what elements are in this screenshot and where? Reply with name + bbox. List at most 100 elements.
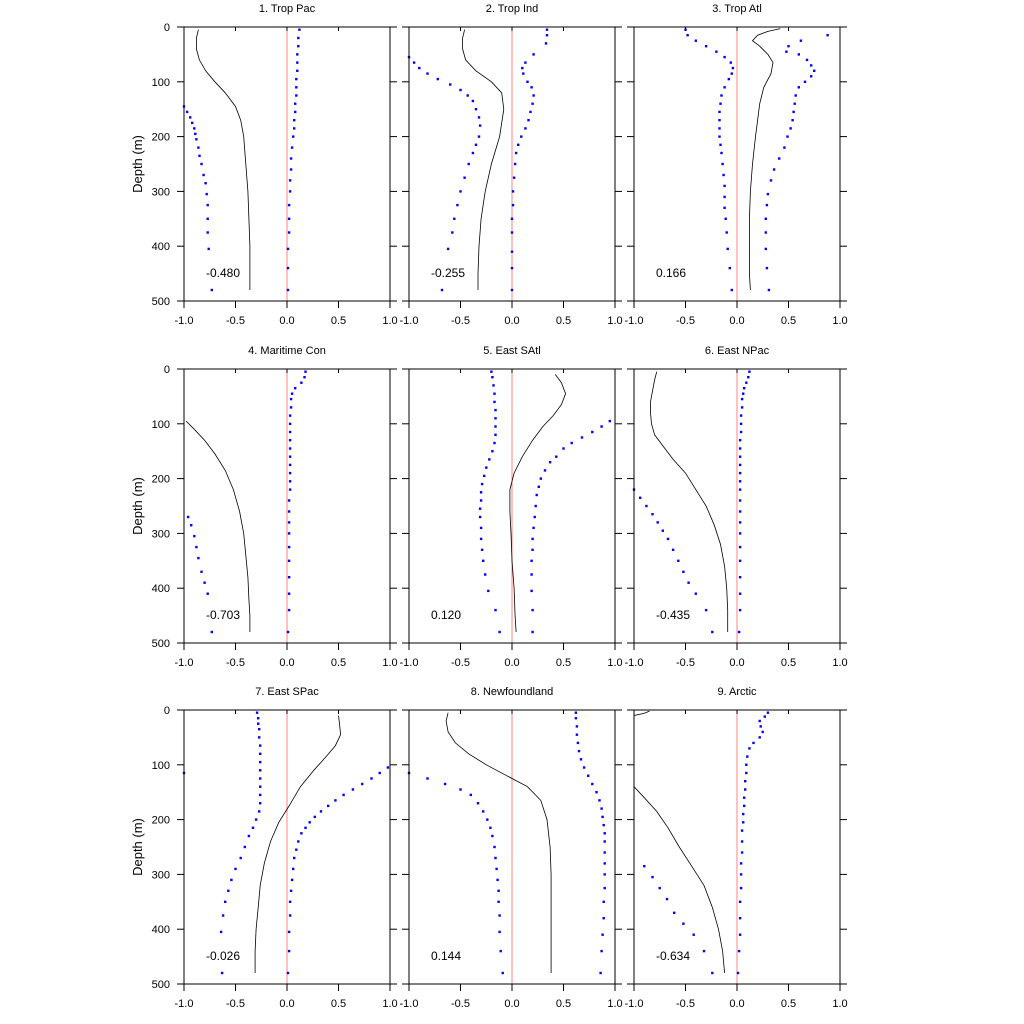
x-tick-label: -1.0 xyxy=(625,998,644,1010)
confidence-dot xyxy=(602,823,605,827)
confidence-dot xyxy=(524,61,527,64)
x-tick-label: 1.0 xyxy=(832,657,847,669)
x-tick-label: 0.5 xyxy=(331,315,346,327)
confidence-dot xyxy=(658,886,661,890)
confidence-dot xyxy=(295,94,298,97)
confidence-dot xyxy=(591,782,594,786)
confidence-dot xyxy=(418,66,421,70)
confidence-dot xyxy=(738,455,742,458)
confidence-dot xyxy=(718,127,721,130)
confidence-dot xyxy=(491,376,494,379)
confidence-dot xyxy=(603,862,606,865)
x-tick-label: 0.0 xyxy=(504,315,519,327)
confidence-dot xyxy=(677,559,680,562)
x-tick-label: 1.0 xyxy=(832,998,847,1010)
confidence-dot xyxy=(595,791,598,794)
confidence-dot xyxy=(656,521,659,524)
y-tick-label: 100 xyxy=(152,760,170,772)
panel-annotation: -0.026 xyxy=(206,949,240,963)
confidence-dot xyxy=(239,856,242,860)
x-tick-label: -0.5 xyxy=(676,657,695,669)
confidence-dot xyxy=(257,722,260,725)
y-axis-title: Depth (m) xyxy=(130,818,145,876)
confidence-dot xyxy=(530,589,533,593)
confidence-dot xyxy=(738,463,742,467)
confidence-dot xyxy=(797,53,800,56)
confidence-dot xyxy=(758,719,761,723)
confidence-dot xyxy=(725,231,728,234)
confidence-dot xyxy=(313,815,316,819)
confidence-dot xyxy=(466,94,469,97)
confidence-dot xyxy=(254,818,258,821)
confidence-dot xyxy=(694,39,697,42)
confidence-dot xyxy=(361,782,364,786)
confidence-dot xyxy=(682,570,685,573)
confidence-dot xyxy=(304,826,307,829)
y-tick-label: 500 xyxy=(152,979,170,991)
confidence-dot xyxy=(290,146,294,149)
confidence-dot xyxy=(197,556,200,560)
confidence-dot xyxy=(532,526,535,530)
confidence-dot xyxy=(687,581,690,584)
confidence-dot xyxy=(608,419,611,423)
confidence-dot xyxy=(287,510,291,513)
confidence-dot xyxy=(227,889,230,892)
confidence-dot xyxy=(513,162,517,166)
confidence-dot xyxy=(603,851,606,854)
confidence-dot xyxy=(736,971,740,975)
confidence-dot xyxy=(727,77,730,81)
x-tick-label: -0.5 xyxy=(676,998,695,1010)
confidence-dot xyxy=(286,266,290,270)
panel-9: -1.0 -0.5 0.0 0.5 1.0 9. Arctic -0.634 xyxy=(625,686,848,1010)
x-tick-label: 0.5 xyxy=(556,315,571,327)
confidence-dot xyxy=(471,99,475,103)
correlation-line xyxy=(462,29,505,290)
confidence-dot xyxy=(287,592,291,595)
confidence-dot xyxy=(480,548,484,551)
confidence-dot xyxy=(739,886,743,890)
confidence-dot xyxy=(731,66,735,70)
confidence-dot xyxy=(288,190,292,193)
confidence-dot xyxy=(287,949,291,953)
confidence-dot xyxy=(370,777,373,780)
confidence-dot xyxy=(591,430,594,434)
confidence-dot xyxy=(479,526,483,530)
confidence-dot xyxy=(748,370,751,373)
confidence-dot xyxy=(531,548,534,551)
panel-annotation: 0.120 xyxy=(431,608,461,622)
confidence-dot xyxy=(258,736,261,739)
confidence-dot xyxy=(763,715,766,718)
confidence-dot xyxy=(764,247,767,251)
confidence-dot xyxy=(704,608,708,612)
confidence-dot xyxy=(673,911,676,914)
confidence-dot xyxy=(766,711,770,714)
x-tick-label: 0.5 xyxy=(556,657,571,669)
confidence-dot xyxy=(477,135,481,138)
confidence-dot xyxy=(603,840,606,843)
x-tick-label: -1.0 xyxy=(175,998,194,1010)
confidence-dot xyxy=(651,513,654,516)
confidence-dot xyxy=(738,559,742,562)
confidence-dot xyxy=(202,173,205,177)
confidence-dot xyxy=(738,447,742,450)
confidence-dot xyxy=(221,914,225,917)
confidence-dot xyxy=(288,914,292,917)
confidence-dot xyxy=(739,422,743,425)
confidence-dot xyxy=(544,42,548,45)
confidence-dot xyxy=(797,86,800,89)
confidence-dot xyxy=(531,630,534,634)
confidence-dot xyxy=(738,900,742,903)
confidence-dot xyxy=(692,933,695,936)
confidence-dot xyxy=(292,867,295,871)
confidence-dot xyxy=(643,865,646,868)
confidence-dot xyxy=(286,630,290,634)
panel-annotation: -0.634 xyxy=(656,949,690,963)
confidence-dot xyxy=(289,889,293,892)
confidence-dot xyxy=(740,840,744,843)
y-axis-title: Depth (m) xyxy=(130,135,145,193)
confidence-dot xyxy=(288,900,292,903)
confidence-dot xyxy=(200,162,203,166)
confidence-dot xyxy=(603,832,606,835)
confidence-dot xyxy=(570,441,573,445)
confidence-dot xyxy=(257,717,260,720)
